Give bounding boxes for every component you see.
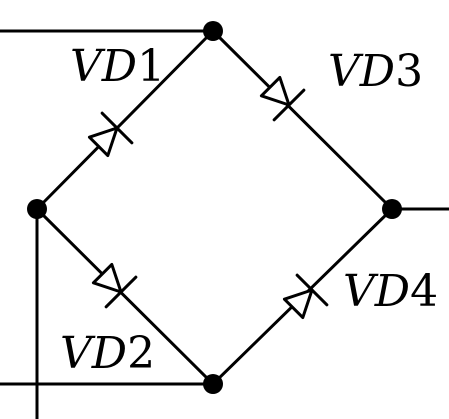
bridge-wire-left-top [35,29,215,211]
node-left [27,199,47,219]
bridge-wire-top-right [211,29,394,211]
diode-vd3 [259,75,306,122]
diode-vd3-bar [272,88,306,122]
label-vd1-digit: 1 [137,41,165,92]
label-vd2: VD2 [60,328,155,379]
label-vd3-letters: VD [328,46,395,97]
label-vd2-letters: VD [60,328,127,379]
node-top [203,21,223,41]
diode-vd2-bar [104,275,138,309]
diode-vd2 [91,262,138,309]
diode-vd4-triangle [282,288,314,320]
label-vd1: VD1 [70,41,165,92]
label-vd1-letters: VD [70,41,137,92]
bridge-wire-left-bottom [35,207,215,386]
diode-vd1 [87,111,134,158]
diode-vd2-triangle [91,262,123,294]
label-vd4: VD4 [343,266,438,317]
diode-vd1-bar [100,111,134,145]
label-vd4-digit: 4 [410,266,438,317]
diode-vd3-triangle [259,75,291,107]
label-vd3-digit: 3 [395,46,423,97]
diode-vd4 [282,273,329,320]
node-bottom [203,374,223,394]
label-vd2-digit: 2 [127,328,155,379]
label-vd4-letters: VD [343,266,410,317]
diode-vd1-triangle [87,126,119,158]
label-vd3: VD3 [328,46,423,97]
diode-vd4-bar [295,273,329,307]
node-right [382,199,402,219]
